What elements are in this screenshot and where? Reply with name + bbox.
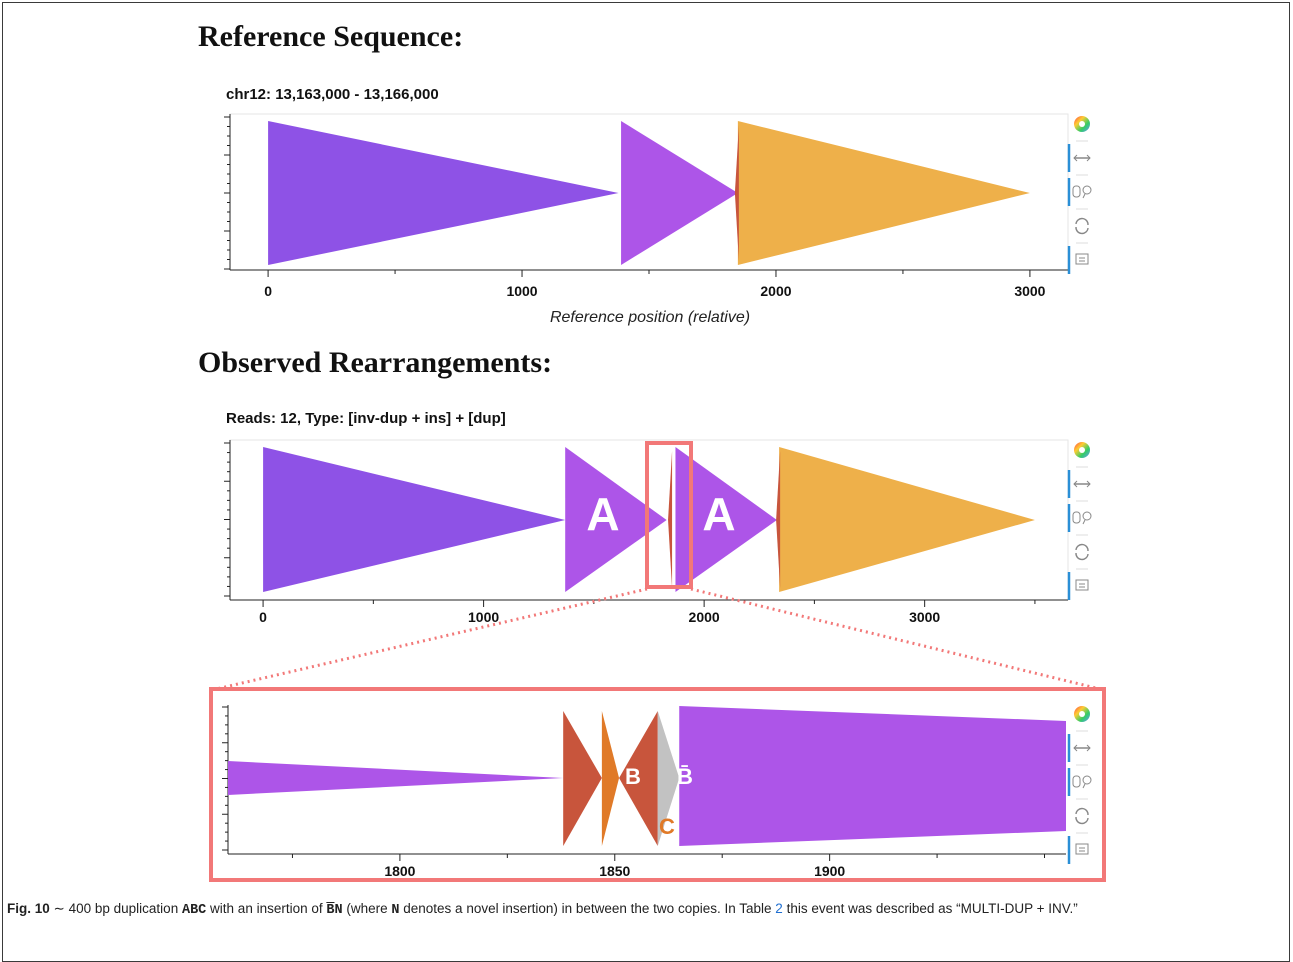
reference-plot-title: chr12: 13,163,000 - 13,166,000 — [226, 86, 439, 103]
x-tick-label: 2000 — [689, 609, 720, 625]
caption-part5: this event was described as “MULTI-DUP +… — [786, 901, 1078, 916]
segment-wedge — [737, 121, 1030, 265]
hover-icon[interactable] — [1075, 579, 1089, 591]
pan-icon[interactable] — [1073, 744, 1091, 752]
caption-n: N — [391, 903, 400, 918]
segment-wedge — [263, 447, 566, 592]
x-tick-label: 0 — [264, 283, 272, 299]
x-tick-label: 1800 — [384, 863, 415, 879]
caption-part2: with an insertion of — [210, 901, 323, 916]
segment-wedge — [679, 706, 1066, 846]
caption-abc: ABC — [181, 903, 207, 918]
segment-label-a2: A — [702, 488, 735, 540]
caption-part3: (where — [346, 901, 388, 916]
x-tick-label: 2000 — [760, 283, 791, 299]
caption-bn-n: N — [334, 903, 343, 918]
caption-part4: denotes a novel insertion) in between th… — [403, 901, 772, 916]
caption-bn-b: B — [326, 903, 335, 918]
segment-wedge — [779, 447, 1035, 592]
segment-wedge — [228, 761, 564, 795]
x-tick-label: 1000 — [468, 609, 499, 625]
segment-label-b: B — [625, 764, 641, 789]
x-tick-label: 3000 — [909, 609, 940, 625]
figure-canvas: 0 1000 2000 3000 Reference position (relati… — [209, 113, 1106, 882]
x-tick-label: 3000 — [1014, 283, 1045, 299]
zoom-connector-right — [690, 587, 1105, 692]
segment-label-c: C — [659, 814, 675, 839]
x-tick-label: 0 — [259, 609, 267, 625]
segment-wedge — [268, 121, 619, 265]
wheel-zoom-icon[interactable] — [1072, 775, 1092, 789]
reference-xlabel: Reference position (relative) — [550, 309, 750, 326]
plot-toolbar — [1067, 442, 1092, 600]
caption-table-link[interactable]: 2 — [775, 901, 783, 916]
x-tick-label: 1850 — [599, 863, 630, 879]
reset-icon[interactable] — [1075, 217, 1089, 235]
observed-plot[interactable]: 0 1000 2000 3000 A A — [224, 439, 1069, 625]
x-tick-label: 1900 — [814, 863, 845, 879]
figure-caption: Fig. 10 ∼ 400 bp duplication ABC with an… — [7, 898, 1282, 921]
segment-wedge — [563, 711, 602, 846]
pan-icon[interactable] — [1073, 154, 1091, 162]
segment-wedge — [601, 711, 620, 846]
color-wheel-icon[interactable] — [1074, 442, 1090, 458]
zoom-connector-left — [211, 587, 648, 692]
hover-icon[interactable] — [1075, 253, 1089, 265]
segment-wedge — [565, 447, 667, 592]
caption-tilde: ∼ — [53, 901, 65, 916]
zoom-highlight-box — [645, 441, 693, 589]
hover-icon[interactable] — [1075, 843, 1089, 855]
segment-wedge — [619, 711, 658, 846]
segment-wedge — [657, 711, 680, 846]
junction-sliver — [776, 451, 781, 588]
segment-wedge — [675, 447, 777, 592]
wheel-zoom-icon[interactable] — [1072, 511, 1092, 525]
color-wheel-icon[interactable] — [1074, 116, 1090, 132]
reference-plot[interactable]: 0 1000 2000 3000 — [224, 113, 1069, 299]
plot-toolbar — [1067, 706, 1092, 864]
junction-sliver — [668, 451, 673, 588]
reference-heading: Reference Sequence: — [198, 20, 464, 53]
x-tick-label: 1000 — [506, 283, 537, 299]
color-wheel-icon[interactable] — [1074, 706, 1090, 722]
caption-label: Fig. 10 — [7, 901, 50, 916]
segment-label-a1: A — [586, 488, 619, 540]
segment-wedge — [621, 121, 738, 265]
caption-part1: 400 bp duplication — [68, 901, 179, 916]
wheel-zoom-icon[interactable] — [1072, 185, 1092, 199]
observed-heading: Observed Rearrangements: — [198, 346, 553, 379]
reset-icon[interactable] — [1075, 807, 1089, 825]
pan-icon[interactable] — [1073, 480, 1091, 488]
junction-sliver — [734, 125, 739, 261]
observed-plot-title: Reads: 12, Type: [inv-dup + ins] + [dup] — [226, 410, 506, 427]
plot-toolbar — [1067, 116, 1092, 274]
segment-label-b-bar: B̄ — [677, 764, 693, 789]
zoom-plot[interactable]: 1800 1850 1900 B B̄ C — [222, 705, 1066, 879]
reset-icon[interactable] — [1075, 543, 1089, 561]
